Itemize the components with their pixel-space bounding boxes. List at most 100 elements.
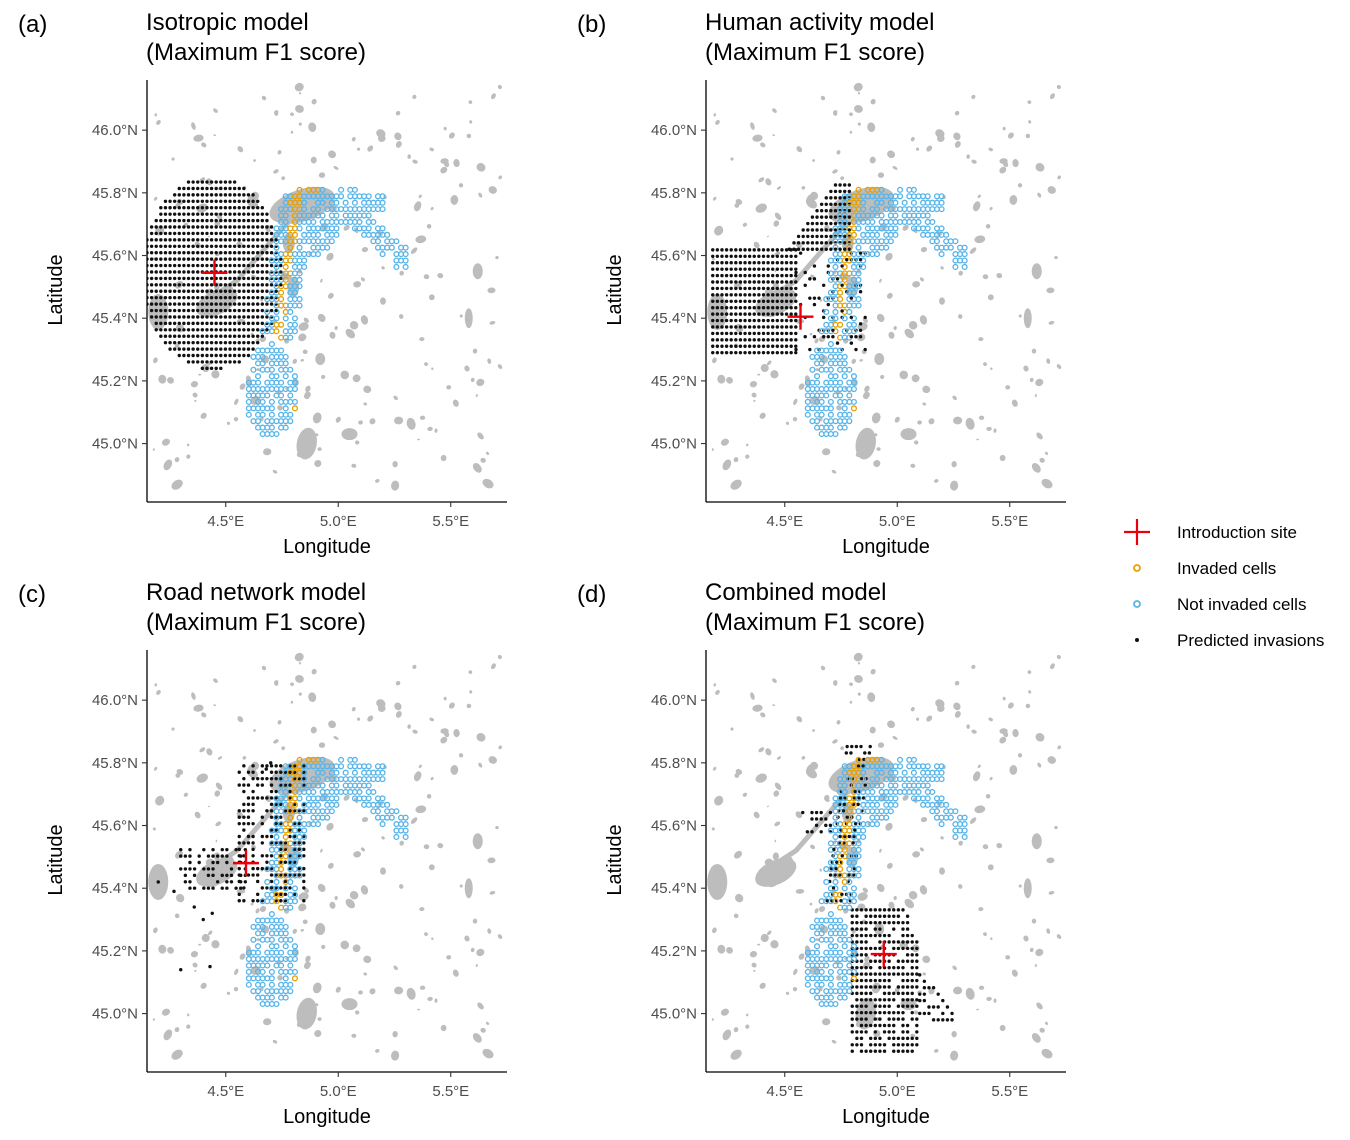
urban-patch [430, 776, 434, 781]
predicted-invasion-dot [905, 972, 910, 976]
predicted-invasion-dot [209, 315, 214, 319]
predicted-invasion-dot [887, 1017, 891, 1021]
predicted-invasion-dot [784, 338, 789, 342]
urban-patch [1034, 964, 1037, 968]
predicted-invasion-dot [256, 244, 260, 248]
urban-patch [857, 122, 861, 126]
urban-patch [153, 766, 158, 771]
predicted-invasion-dot [172, 302, 177, 306]
not-invaded-cell [813, 988, 821, 995]
predicted-invasion-dot [869, 978, 873, 983]
urban-patch [428, 864, 435, 871]
predicted-invasion-dot [757, 338, 761, 342]
predicted-invasion-dot [288, 790, 292, 794]
urban-background [148, 652, 503, 1061]
urban-patch [340, 940, 350, 950]
predicted-invasion-dot [715, 350, 720, 355]
not-invaded-cell [379, 795, 386, 802]
not-invaded-cell [850, 955, 857, 963]
predicted-invasion-dot [801, 234, 805, 239]
predicted-invasion-dot [855, 920, 859, 925]
predicted-invasion-dot [847, 209, 851, 213]
urban-patch [406, 987, 416, 1000]
predicted-invasion-dot [711, 325, 715, 329]
predicted-invasion-dot [775, 331, 780, 336]
predicted-invasion-dot [803, 270, 807, 275]
not-invaded-cell [823, 962, 830, 969]
predicted-invasion-dot [191, 295, 195, 300]
urban-patch [1046, 358, 1051, 364]
not-invaded-cell [961, 251, 968, 258]
predicted-invasion-dot [837, 802, 842, 807]
not-invaded-cell [841, 885, 848, 892]
predicted-invasion-dot [242, 334, 246, 338]
urban-patch [965, 417, 975, 430]
predicted-invasion-dot [766, 286, 770, 291]
predicted-invasion-dot [738, 293, 743, 297]
predicted-invasion-dot [251, 244, 255, 248]
urban-patch [750, 122, 755, 130]
urban-patch [273, 169, 279, 174]
predicted-invasion-dot [237, 353, 241, 358]
urban-patch [871, 412, 881, 424]
urban-patch [417, 438, 421, 441]
not-invaded-cell [296, 795, 303, 802]
not-invaded-cell [273, 244, 280, 251]
urban-patch [427, 426, 433, 432]
predicted-invasion-dot [186, 308, 191, 313]
urban-patch [395, 140, 402, 148]
predicted-invasion-dot [192, 867, 197, 871]
urban-patch [153, 927, 158, 934]
predicted-overlay [265, 764, 306, 903]
not-invaded-cell [938, 763, 945, 770]
invaded-cell [841, 846, 848, 853]
predicted-invasion-dot [214, 186, 218, 191]
predicted-invasion-dot [869, 908, 873, 912]
predicted-invasion-dot [234, 886, 238, 890]
predicted-invasion-dot [149, 225, 154, 229]
predicted-invasion-dot [918, 973, 922, 977]
predicted-invasion-dot [200, 231, 205, 236]
predicted-invasion-dot [246, 340, 251, 345]
urban-patch [999, 454, 1006, 462]
predicted-invasion-dot [915, 1017, 919, 1021]
predicted-invasion-dot [859, 1030, 864, 1034]
predicted-invasion-dot [191, 353, 195, 358]
urban-patch [488, 756, 497, 764]
urban-patch [478, 192, 483, 198]
predicted-invasion-dot [761, 286, 766, 291]
predicted-invasion-dot [901, 978, 905, 983]
predicted-invasion-dot [260, 315, 265, 319]
predicted-invasion-dot [208, 964, 212, 969]
predicted-invasion-dot [186, 206, 191, 210]
predicted-invasion-dot [829, 189, 833, 194]
urban-patch [1037, 192, 1042, 198]
predicted-invasion-dot [859, 258, 863, 262]
urban-patch [766, 235, 770, 238]
predicted-invasion-dot [239, 886, 243, 890]
predicted-invasion-dot [205, 360, 209, 364]
predicted-invasion-dot [838, 183, 842, 187]
not-invaded-cell [883, 244, 890, 251]
predicted-invasion-dot [878, 985, 882, 989]
not-invaded-cell [393, 833, 400, 841]
predicted-invasion-dot [859, 978, 864, 983]
predicted-invasion-dot [269, 789, 274, 794]
predicted-invasion-dot [172, 244, 177, 248]
predicted-invasion-dot [265, 302, 269, 306]
predicted-invasion-dot [191, 283, 195, 287]
not-invaded-cell [846, 411, 853, 418]
predicted-invasion-dot [864, 1030, 868, 1034]
urban-patch [1035, 733, 1045, 742]
legend-label: Predicted invasions [1177, 631, 1324, 650]
predicted-invasion-dot [869, 1043, 873, 1047]
predicted-invasion-dot [205, 225, 209, 229]
predicted-invasion-dot [824, 209, 828, 213]
urban-patch [759, 412, 766, 419]
urban-patch [450, 194, 459, 205]
not-invaded-cell [855, 296, 862, 303]
predicted-invasion-dot [228, 328, 232, 332]
predicted-invasion-dot [269, 283, 274, 287]
not-invaded-cell [832, 943, 839, 950]
predicted-invasion-dot [855, 1010, 859, 1015]
